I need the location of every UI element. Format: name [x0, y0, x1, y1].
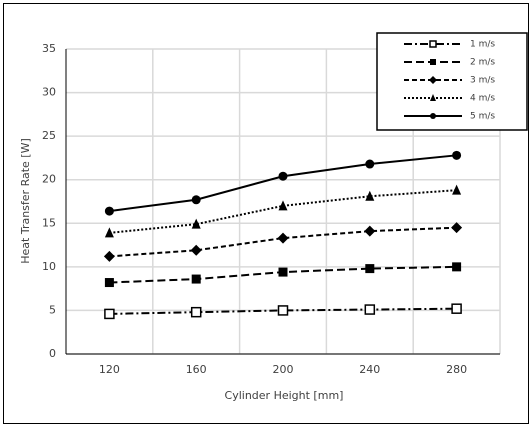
- marker: [452, 150, 462, 160]
- marker: [104, 278, 114, 288]
- marker: [451, 303, 462, 314]
- legend-label: 2 m/s: [470, 58, 495, 68]
- y-tick-label: 0: [49, 347, 56, 360]
- marker: [104, 206, 114, 216]
- x-tick-label: 160: [186, 363, 207, 376]
- marker: [104, 308, 115, 320]
- marker: [430, 94, 436, 101]
- series-line: [109, 226, 457, 258]
- marker: [277, 232, 289, 244]
- marker: [430, 59, 436, 65]
- series-line: [109, 189, 457, 234]
- x-tick-label: 200: [273, 363, 294, 376]
- marker: [277, 305, 289, 316]
- y-tick-label: 30: [42, 86, 56, 99]
- y-tick-label: 10: [42, 260, 56, 273]
- legend-label: 3 m/s: [470, 76, 495, 86]
- series-line: [109, 307, 457, 315]
- marker: [430, 113, 436, 119]
- x-tick-label: 240: [359, 363, 380, 376]
- marker: [190, 244, 202, 256]
- marker: [191, 274, 201, 284]
- y-tick-label: 15: [42, 216, 56, 229]
- marker: [429, 76, 437, 84]
- y-tick-label: 5: [49, 303, 56, 316]
- marker: [429, 40, 437, 48]
- x-tick-label: 120: [99, 363, 120, 376]
- legend-label: 1 m/s: [470, 40, 495, 50]
- marker: [365, 264, 375, 274]
- marker: [103, 250, 115, 262]
- marker: [278, 171, 288, 181]
- marker: [191, 218, 201, 229]
- marker: [191, 195, 201, 205]
- marker: [365, 190, 375, 201]
- x-tick-label: 280: [446, 363, 467, 376]
- marker: [190, 306, 202, 318]
- legend-label: 5 m/s: [470, 112, 495, 122]
- marker: [278, 200, 288, 211]
- marker: [452, 262, 462, 272]
- marker: [452, 184, 462, 195]
- x-axis-label: Cylinder Height [mm]: [225, 389, 344, 402]
- legend-box: [376, 32, 528, 131]
- marker: [364, 225, 376, 237]
- marker: [451, 222, 463, 234]
- y-axis-label: Heat Transfer Rate [W]: [19, 138, 32, 264]
- legend-label: 4 m/s: [470, 94, 495, 104]
- marker: [365, 159, 375, 169]
- y-tick-label: 35: [42, 42, 56, 55]
- y-tick-label: 25: [42, 129, 56, 142]
- marker: [364, 304, 376, 315]
- marker: [278, 267, 288, 277]
- y-tick-label: 20: [42, 173, 56, 186]
- marker: [104, 227, 114, 238]
